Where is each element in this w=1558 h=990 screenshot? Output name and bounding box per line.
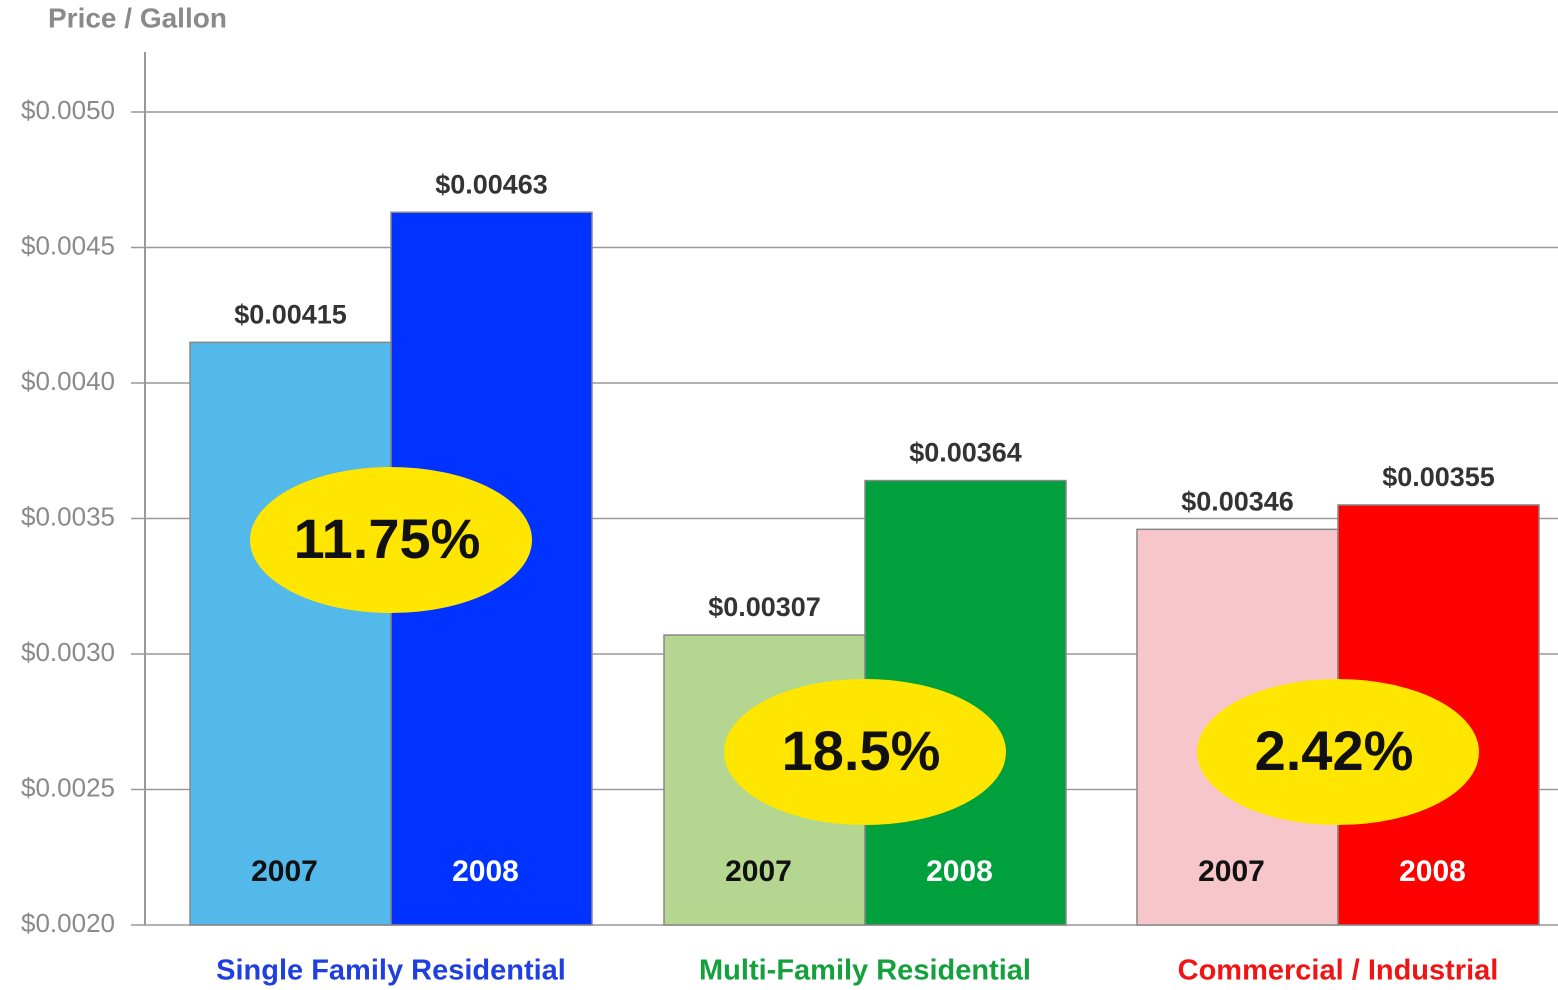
y-tick-label: $0.0025: [21, 772, 115, 802]
y-tick-label: $0.0030: [21, 637, 115, 667]
change-label: 18.5%: [782, 719, 941, 782]
bar: [189, 341, 392, 926]
x-tick-label: Single Family Residential: [216, 955, 566, 987]
y-tick-label: $0.0050: [21, 95, 115, 125]
y-tick-label: $0.0045: [21, 230, 115, 260]
series-label: 2008: [452, 855, 519, 888]
value-label: $0.00346: [1181, 486, 1294, 516]
change-badge: [1197, 679, 1479, 825]
change-label: 2.42%: [1255, 719, 1414, 782]
value-label: $0.00355: [1382, 462, 1495, 492]
y-tick-label: $0.0040: [21, 366, 115, 396]
x-tick-label: Multi-Family Residential: [699, 955, 1031, 987]
value-label: $0.00415: [234, 299, 347, 329]
value-label: $0.00307: [708, 592, 821, 622]
y-tick-label: $0.0020: [21, 908, 115, 938]
value-label: $0.00463: [435, 169, 548, 199]
series-label: 2007: [725, 855, 792, 888]
series-label: 2007: [251, 855, 318, 888]
change-label: 11.75%: [294, 507, 481, 570]
y-axis-label: Price / Gallon: [48, 2, 227, 33]
y-tick-label: $0.0035: [21, 501, 115, 531]
series-label: 2007: [1198, 855, 1265, 888]
change-badge: [250, 467, 532, 613]
series-label: 2008: [926, 855, 993, 888]
series-label: 2008: [1399, 855, 1466, 888]
x-tick-label: Commercial / Industrial: [1178, 955, 1499, 987]
change-badge: [724, 679, 1006, 825]
value-label: $0.00364: [909, 438, 1022, 468]
